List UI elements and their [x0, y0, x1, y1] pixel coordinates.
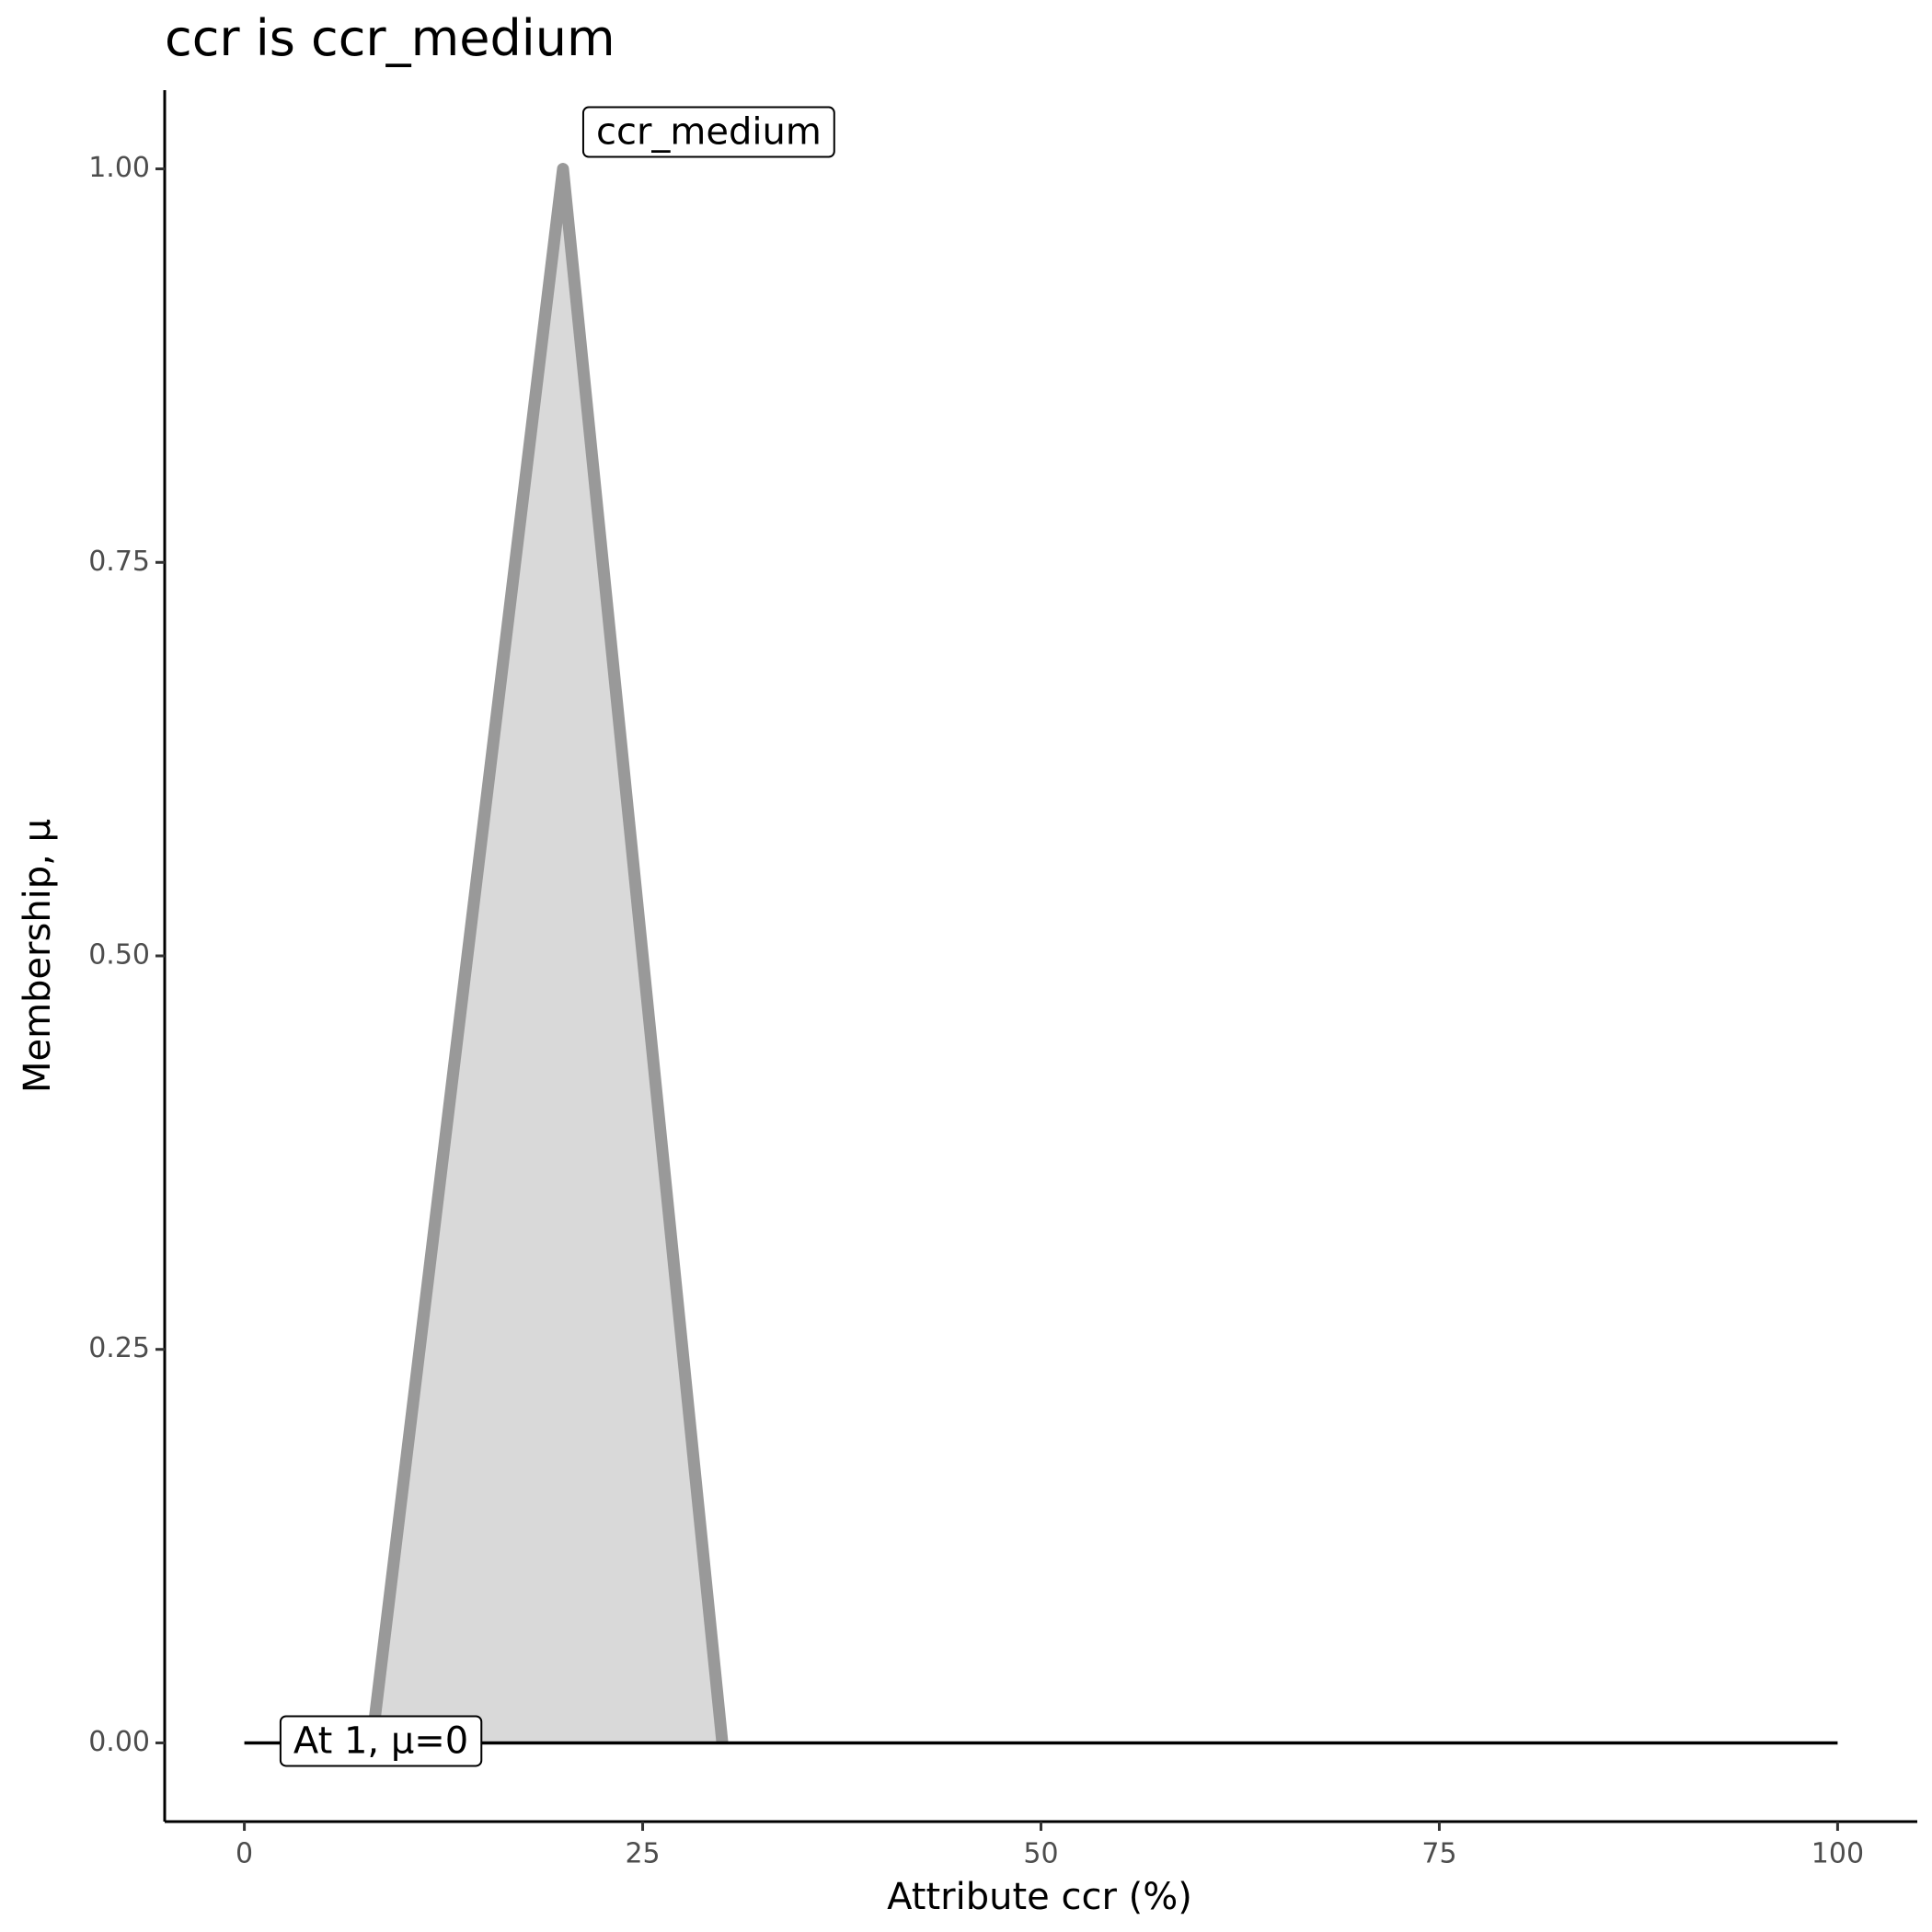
annotation-label: At 1, μ=0	[293, 1719, 468, 1762]
y-tick-label: 0.25	[88, 1332, 150, 1364]
annotation: ccr_medium	[581, 106, 835, 158]
y-tick-label: 0.50	[88, 939, 150, 972]
chart-title: ccr is ccr_medium	[165, 9, 615, 67]
annotation-box	[581, 106, 835, 158]
x-tick-label: 50	[1023, 1838, 1058, 1870]
y-axis-title: Membership, μ	[17, 819, 59, 1093]
x-tick-label: 0	[236, 1838, 253, 1870]
annotation-label: ccr_medium	[596, 111, 822, 154]
x-tick-label: 75	[1421, 1838, 1456, 1870]
x-axis-title: Attribute ccr (%)	[887, 1876, 1192, 1918]
y-tick-label: 1.00	[88, 152, 150, 184]
x-tick-label: 100	[1811, 1838, 1864, 1870]
x-tick-label: 25	[625, 1838, 660, 1870]
y-tick-label: 0.75	[88, 546, 150, 578]
annotation-box	[279, 1715, 483, 1767]
y-tick-label: 0.00	[88, 1726, 150, 1758]
annotation: At 1, μ=0	[279, 1715, 483, 1767]
membership-area	[372, 168, 723, 1743]
membership-line	[365, 163, 729, 1744]
